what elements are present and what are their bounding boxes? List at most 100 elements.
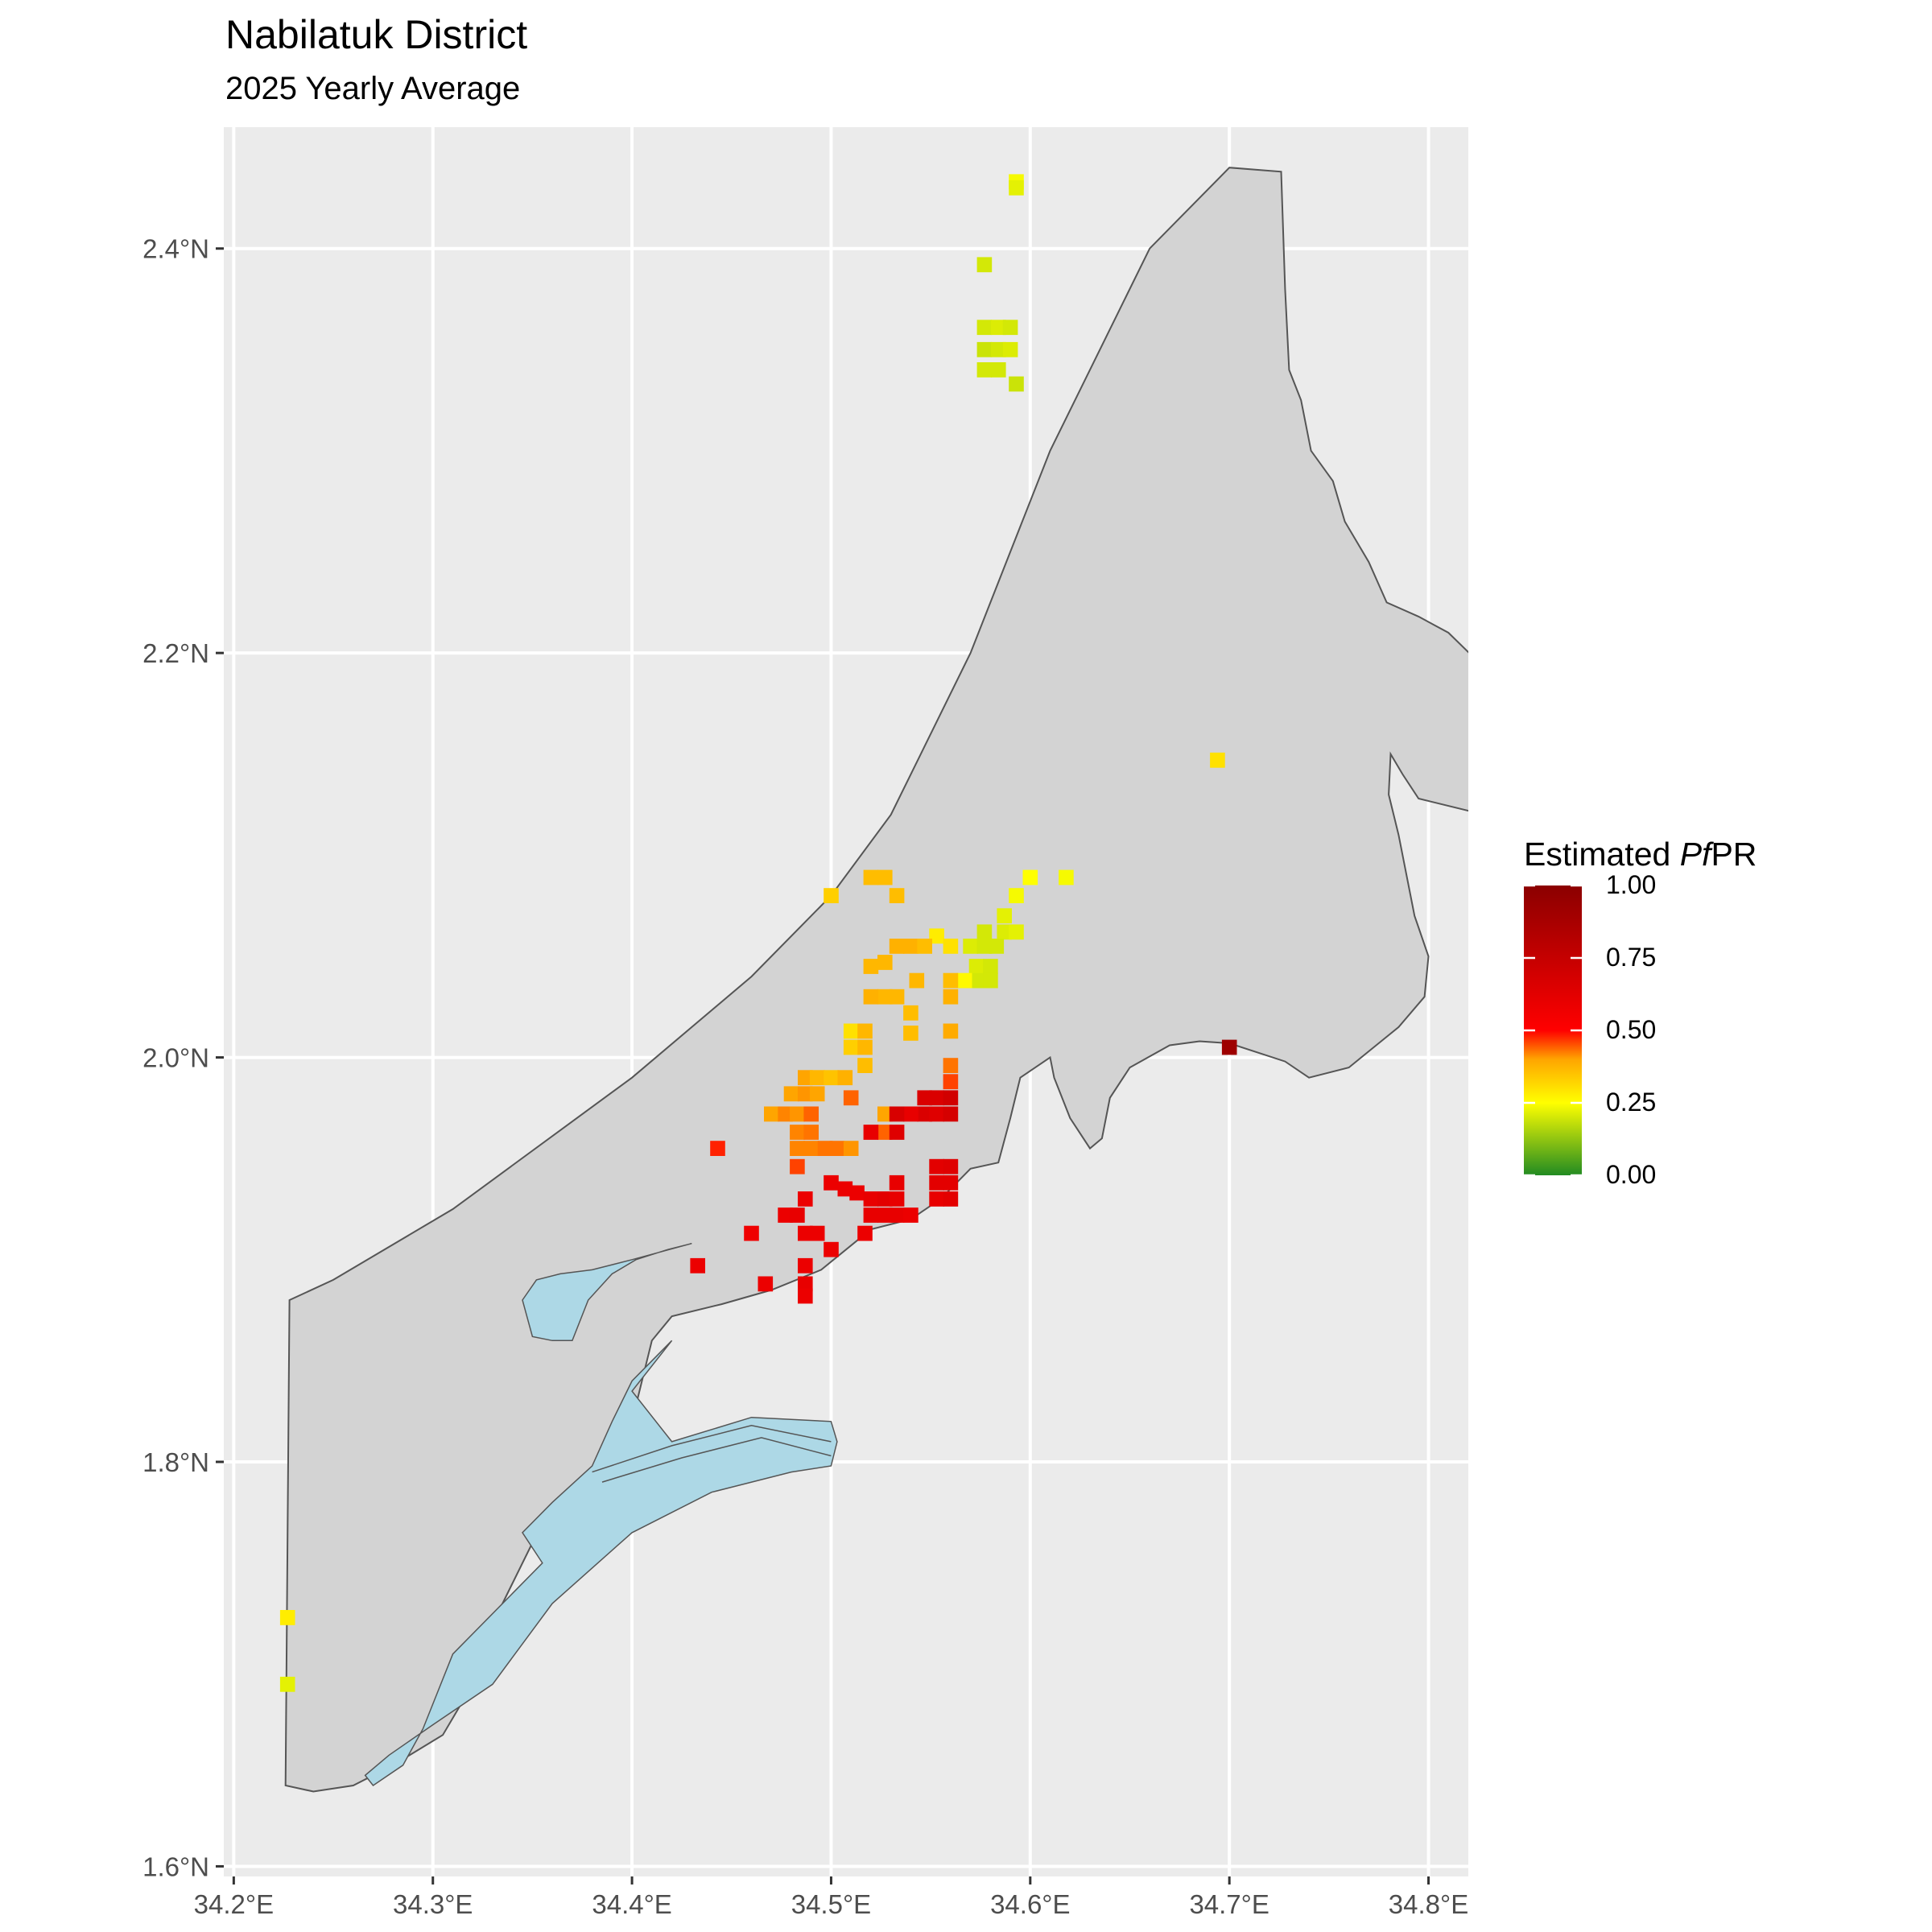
pfpr-cell <box>889 1125 905 1140</box>
pfpr-cell <box>943 1174 959 1191</box>
pfpr-cell <box>843 1039 859 1055</box>
pfpr-cell <box>989 939 1005 954</box>
water-body <box>364 1340 838 1787</box>
pfpr-cell <box>798 1070 813 1086</box>
pfpr-cell <box>744 1225 759 1241</box>
legend-label: 0.75 <box>1606 943 1657 972</box>
pfpr-cell <box>943 1058 959 1073</box>
pfpr-cell <box>1002 341 1018 357</box>
pfpr-cell <box>991 341 1006 357</box>
pfpr-cell <box>889 1174 905 1191</box>
pfpr-cell <box>790 1141 805 1156</box>
pfpr-cell <box>824 1070 839 1086</box>
pfpr-cell <box>798 1257 813 1274</box>
pfpr-cell <box>843 1090 859 1106</box>
pfpr-cell <box>929 1174 944 1191</box>
pfpr-cell <box>968 959 985 974</box>
pfpr-cell <box>798 1191 813 1207</box>
district-boundary <box>284 167 1468 1793</box>
lakeshore-line <box>601 1437 832 1483</box>
pfpr-cell <box>943 989 959 1005</box>
pfpr-cell <box>976 320 993 336</box>
pfpr-cell <box>976 341 993 357</box>
pfpr-cell <box>929 1158 944 1174</box>
pfpr-cell <box>809 1225 825 1241</box>
pfpr-cell <box>877 1106 893 1122</box>
pfpr-cell <box>710 1141 725 1156</box>
x-tick-label: 34.2°E <box>194 1889 274 1919</box>
pfpr-cell <box>976 939 993 954</box>
pfpr-cell <box>778 1106 793 1122</box>
pfpr-cell <box>809 1086 825 1102</box>
pfpr-cell <box>1221 1039 1237 1055</box>
x-tick-label: 34.8°E <box>1389 1889 1468 1919</box>
pfpr-cell <box>917 1090 932 1106</box>
pfpr-cell <box>877 955 893 970</box>
pfpr-cell <box>809 1070 825 1086</box>
pfpr-cell <box>991 320 1006 336</box>
pfpr-cell <box>824 1241 839 1257</box>
pfpr-cell <box>863 959 879 974</box>
pfpr-cell <box>1009 180 1024 196</box>
pfpr-cell <box>909 972 925 989</box>
legend-label: 1.00 <box>1606 870 1657 899</box>
pfpr-cell <box>943 1191 959 1207</box>
pfpr-cell <box>279 1676 295 1692</box>
pfpr-cell <box>1009 888 1024 903</box>
pfpr-cell <box>877 989 893 1005</box>
pfpr-cell <box>903 1106 919 1122</box>
pfpr-cell <box>824 888 839 903</box>
pfpr-cell <box>943 1090 959 1106</box>
pfpr-cell <box>863 1191 879 1207</box>
pfpr-cell <box>983 972 998 989</box>
pfpr-cell <box>843 1141 859 1156</box>
pfpr-cell <box>889 1191 905 1207</box>
pfpr-cell <box>929 1090 944 1106</box>
pfpr-cell <box>1059 869 1074 886</box>
pfpr-cell <box>889 939 905 954</box>
pfpr-cell <box>849 1185 865 1201</box>
pfpr-cell <box>929 1191 944 1207</box>
pfpr-cell <box>803 1141 819 1156</box>
pfpr-cell <box>843 1023 859 1039</box>
pfpr-cell <box>857 1039 873 1055</box>
pfpr-cell <box>798 1288 813 1304</box>
pfpr-cell <box>790 1208 805 1223</box>
pfpr-cell <box>803 1125 819 1140</box>
pfpr-cell <box>863 1208 879 1223</box>
map-title: Nabilatuk District <box>225 12 528 57</box>
pfpr-cell <box>997 924 1012 940</box>
pfpr-cell <box>279 1610 295 1625</box>
pfpr-cell <box>798 1276 813 1292</box>
pfpr-cell <box>983 959 998 974</box>
pfpr-cell <box>857 1225 873 1241</box>
pfpr-cell <box>976 362 993 378</box>
pfpr-cell <box>903 939 919 954</box>
pfpr-cell <box>877 1125 893 1140</box>
pfpr-cell <box>1210 752 1225 768</box>
pfpr-cell <box>917 939 932 954</box>
pfpr-cell <box>798 1225 813 1241</box>
pfpr-cell <box>956 972 972 989</box>
map-subtitle: 2025 Yearly Average <box>225 71 521 106</box>
y-tick-label: 2.0°N <box>142 1043 209 1073</box>
x-tick-label: 34.3°E <box>393 1889 473 1919</box>
pfpr-cell <box>968 972 985 989</box>
x-tick-label: 34.5°E <box>791 1889 871 1919</box>
pfpr-cell <box>824 1174 839 1191</box>
axes: 34.2°E 34.3°E 34.4°E 34.5°E 34.6°E 34.7°E 34.8… <box>142 234 1468 1919</box>
x-tick-label: 34.7°E <box>1189 1889 1269 1919</box>
legend-title: Estimated PfPR <box>1524 836 1757 873</box>
pfpr-cell <box>790 1125 805 1140</box>
lakeshore-line <box>592 1425 832 1473</box>
pfpr-cell <box>1002 320 1018 336</box>
pfpr-cell <box>1009 924 1024 940</box>
pfpr-cell <box>976 924 993 940</box>
pfpr-cell <box>997 908 1012 924</box>
pfpr-cell <box>991 362 1006 378</box>
pfpr-cell <box>817 1141 833 1156</box>
pfpr-cell <box>943 939 959 954</box>
pfpr-cell <box>889 989 905 1005</box>
legend-label: 0.50 <box>1606 1015 1657 1044</box>
